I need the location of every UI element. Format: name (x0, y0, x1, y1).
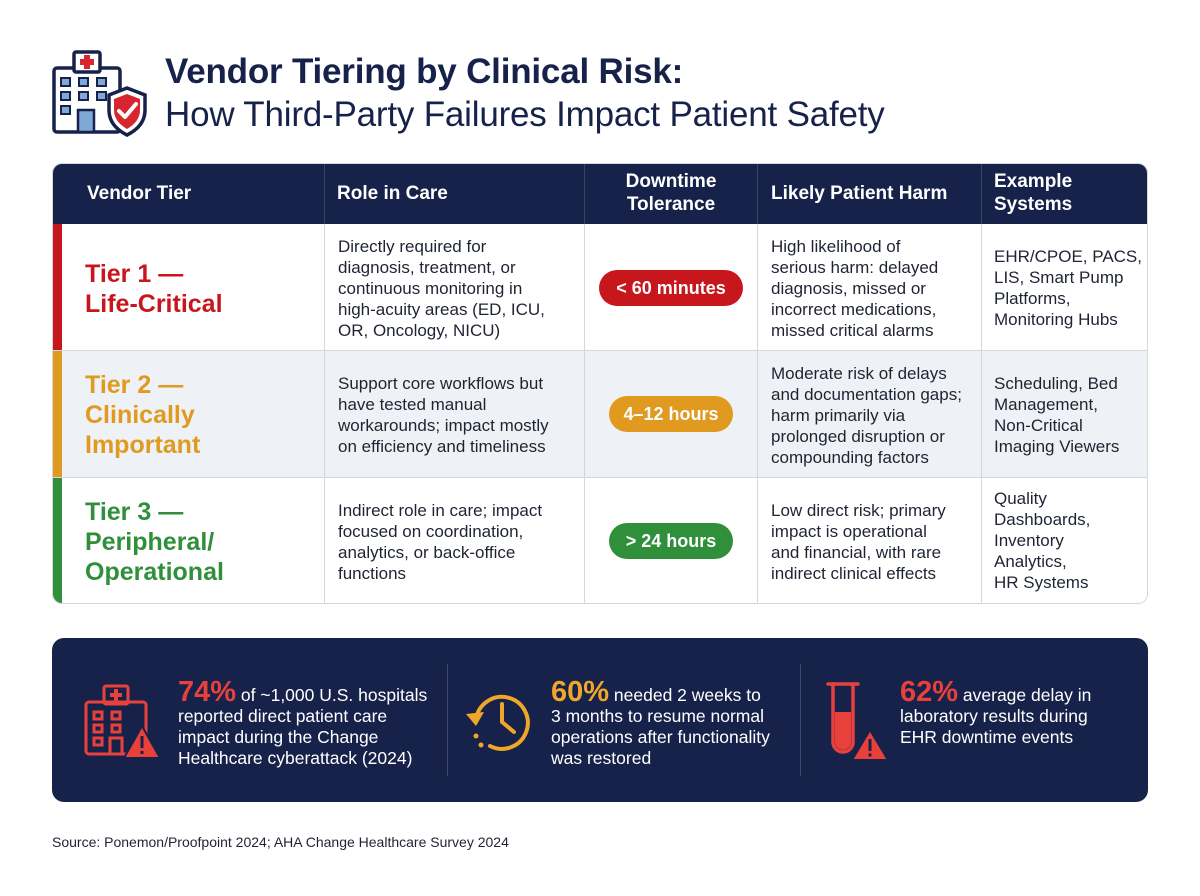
tier-label: Tier 3 — Peripheral/Operational (85, 498, 224, 586)
tier-color-bar (53, 351, 62, 477)
tier-label: Tier 2 — Clinically Important (85, 371, 201, 459)
example-systems-cell: Quality Dashboards, Inventory Analytics, HR … (994, 489, 1091, 592)
column-header-vendor-tier: Vendor Tier (87, 182, 192, 204)
role-in-care-cell: Directly required for diagnosis, treatmen… (338, 237, 545, 340)
downtime-badge: 4–12 hours (609, 396, 733, 432)
tier-color-bar (53, 478, 62, 603)
patient-harm-cell: High likelihood of serious harm: delayed d… (771, 237, 939, 340)
example-systems-cell: EHR/CPOE, PACS, LIS, Smart Pump Platforms,… (994, 247, 1142, 329)
example-systems-cell: Scheduling, Bed Management, Non-Critical Im… (994, 374, 1120, 456)
stat-recovery-time: 60% needed 2 weeks to 3 months to resume… (551, 676, 770, 769)
stat-value: 62% (900, 676, 959, 708)
page-header: Vendor Tiering by Clinical Risk: How Thi… (50, 42, 1150, 142)
hospital-warning-icon (82, 682, 162, 767)
role-in-care-cell: Indirect role in care; impact focused on … (338, 501, 543, 583)
table-header: Vendor Tier Role in Care Downtime Toleran… (53, 164, 1147, 224)
stat-value: 60% (551, 676, 610, 708)
hospital-shield-icon (50, 46, 150, 138)
page-title: Vendor Tiering by Clinical Risk: (165, 52, 684, 91)
impact-stats-panel: 74% of ~1,000 U.S. hospitals reported di… (52, 638, 1148, 802)
stat-value: 74% (178, 676, 237, 708)
downtime-badge: > 24 hours (609, 523, 733, 559)
source-citation: Source: Ponemon/Proofpoint 2024; AHA Cha… (52, 834, 509, 850)
tier-label: Tier 1 — Life-Critical (85, 260, 223, 318)
table-row-tier-2: Tier 2 — Clinically Important Support core… (53, 351, 1147, 477)
vendor-tier-table: Vendor Tier Role in Care Downtime Toleran… (52, 163, 1148, 604)
column-header-likely-patient-harm: Likely Patient Harm (771, 182, 948, 204)
patient-harm-cell: Low direct risk; primary impact is operat… (771, 501, 946, 583)
test-tube-warning-icon (822, 680, 892, 767)
tier-color-bar (53, 224, 62, 350)
role-in-care-cell: Support core workflows but have tested ma… (338, 374, 549, 456)
column-header-example-systems: Example Systems (994, 171, 1073, 215)
table-row-tier-1: Tier 1 — Life-Critical Directly required … (53, 224, 1147, 350)
stat-lab-delay: 62% average delay in laboratory results … (900, 676, 1092, 748)
downtime-badge: < 60 minutes (599, 270, 743, 306)
column-header-role-in-care: Role in Care (337, 182, 448, 204)
patient-harm-cell: Moderate risk of delays and documentation… (771, 364, 962, 467)
page-subtitle: How Third-Party Failures Impact Patient … (165, 95, 885, 134)
column-header-downtime-tolerance: Downtime Tolerance (625, 171, 717, 215)
table-row-tier-3: Tier 3 — Peripheral/Operational Indirect … (53, 478, 1147, 603)
stat-hospitals-impacted: 74% of ~1,000 U.S. hospitals reported di… (178, 676, 428, 769)
clock-history-icon (464, 688, 536, 761)
